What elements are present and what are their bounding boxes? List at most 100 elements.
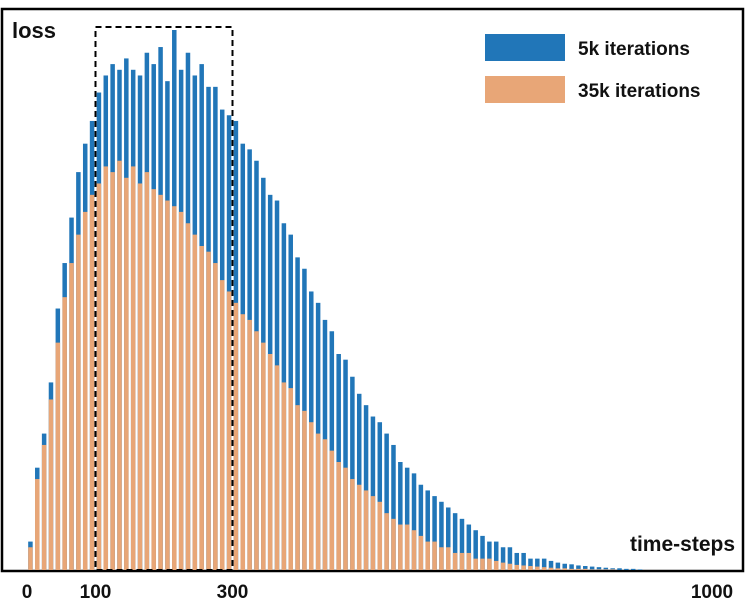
legend-swatch-5k <box>485 34 565 61</box>
bar-series-0-46 <box>343 359 348 570</box>
bar-series-1-84 <box>603 569 609 570</box>
bar-series-1-65 <box>473 558 478 570</box>
x-tick-label-1: 100 <box>80 582 112 603</box>
bar-series-0-48 <box>356 393 362 570</box>
bar-series-0-58 <box>425 490 430 570</box>
y-axis-label: loss <box>12 18 56 43</box>
bar-series-1-62 <box>452 552 458 570</box>
bar-series-1-85 <box>610 569 615 570</box>
bar-series-1-4 <box>55 342 61 570</box>
bar-series-1-22 <box>178 211 184 570</box>
x-tick-label-3: 1000 <box>691 582 733 603</box>
bar-series-0-86 <box>617 568 622 570</box>
bar-series-0-66 <box>480 535 485 570</box>
bar-series-0-74 <box>535 558 540 570</box>
bar-series-1-28 <box>219 280 225 570</box>
bar-series-1-19 <box>158 194 163 570</box>
bar-series-0-76 <box>548 560 554 570</box>
bar-series-1-31 <box>240 314 246 570</box>
bar-series-1-69 <box>500 562 506 570</box>
bar-series-1-32 <box>247 319 252 570</box>
bar-series-0-49 <box>363 405 369 570</box>
bar-series-1-16 <box>137 183 143 570</box>
bar-series-1-61 <box>446 547 451 570</box>
bar-series-1-20 <box>165 200 170 570</box>
bar-series-1-6 <box>69 263 74 570</box>
legend-swatch-35k <box>485 76 565 103</box>
bar-series-1-52 <box>384 513 389 570</box>
bar-series-1-43 <box>322 439 328 570</box>
x-tick-labels: 0 100 300 1000 <box>22 582 733 603</box>
bar-series-0-57 <box>418 484 424 570</box>
bar-series-0-89 <box>637 569 643 570</box>
bar-series-1-80 <box>576 568 581 570</box>
legend-label-5k: 5k iterations <box>578 39 690 60</box>
bar-series-1-44 <box>329 450 335 570</box>
bars-layer <box>28 30 643 571</box>
bar-series-0-65 <box>473 530 478 570</box>
bar-series-1-5 <box>62 297 67 570</box>
bar-series-1-54 <box>398 524 403 570</box>
bar-series-0-84 <box>603 567 609 570</box>
bar-series-0-78 <box>562 563 567 570</box>
bar-series-1-14 <box>124 177 129 571</box>
bar-series-1-68 <box>493 560 499 570</box>
bar-series-1-47 <box>350 479 355 570</box>
bar-series-1-78 <box>562 568 567 570</box>
bar-series-0-73 <box>528 558 533 570</box>
bar-series-1-75 <box>541 567 547 570</box>
bar-series-0-82 <box>589 566 595 570</box>
bar-series-1-11 <box>103 166 109 571</box>
bar-series-0-52 <box>384 433 389 570</box>
x-tick-label-2: 300 <box>217 582 249 603</box>
bar-series-1-63 <box>459 552 465 570</box>
bar-series-1-82 <box>589 569 595 570</box>
bar-series-1-56 <box>411 530 417 570</box>
bar-series-1-39 <box>295 405 300 570</box>
bar-series-1-29 <box>226 291 232 570</box>
bar-series-1-10 <box>96 183 102 570</box>
bar-series-1-59 <box>432 541 437 570</box>
bar-series-0-88 <box>630 568 636 570</box>
bar-series-1-30 <box>233 302 239 570</box>
bar-series-1-71 <box>514 564 520 570</box>
bar-series-0-85 <box>610 568 615 570</box>
bar-series-1-13 <box>117 160 122 571</box>
bar-series-1-77 <box>555 568 561 570</box>
bar-series-0-81 <box>583 566 588 570</box>
bar-series-0-63 <box>459 518 465 570</box>
bar-series-1-2 <box>41 444 47 570</box>
bar-series-0-53 <box>391 444 396 570</box>
bar-series-0-64 <box>466 524 472 570</box>
bar-series-1-46 <box>343 467 348 570</box>
bar-series-0-72 <box>521 552 526 570</box>
bar-series-0-55 <box>404 467 410 570</box>
bar-series-0-54 <box>398 462 403 570</box>
bar-series-1-83 <box>596 569 602 570</box>
bar-series-0-47 <box>350 376 355 570</box>
bar-series-1-8 <box>82 211 88 570</box>
x-axis-label: time-steps <box>630 533 735 556</box>
bar-series-0-77 <box>555 562 561 570</box>
bar-series-1-60 <box>439 547 444 570</box>
bar-series-1-1 <box>35 479 40 570</box>
bar-series-1-17 <box>144 172 150 571</box>
bar-series-0-71 <box>514 552 520 570</box>
bar-series-1-51 <box>377 501 383 570</box>
bar-series-1-37 <box>281 382 287 570</box>
bar-series-1-7 <box>76 234 81 570</box>
bar-series-1-74 <box>535 566 540 570</box>
bar-series-1-0 <box>28 547 33 570</box>
x-tick-label-0: 0 <box>22 582 33 603</box>
legend-label-35k: 35k iterations <box>578 81 701 102</box>
bar-series-1-41 <box>309 422 314 570</box>
bar-series-1-21 <box>172 206 177 570</box>
bar-series-1-79 <box>569 568 574 570</box>
bar-series-1-55 <box>404 524 410 570</box>
bar-series-1-45 <box>336 462 341 570</box>
bar-series-0-69 <box>500 547 506 570</box>
bar-series-0-67 <box>487 541 492 570</box>
bar-series-1-36 <box>274 365 280 570</box>
